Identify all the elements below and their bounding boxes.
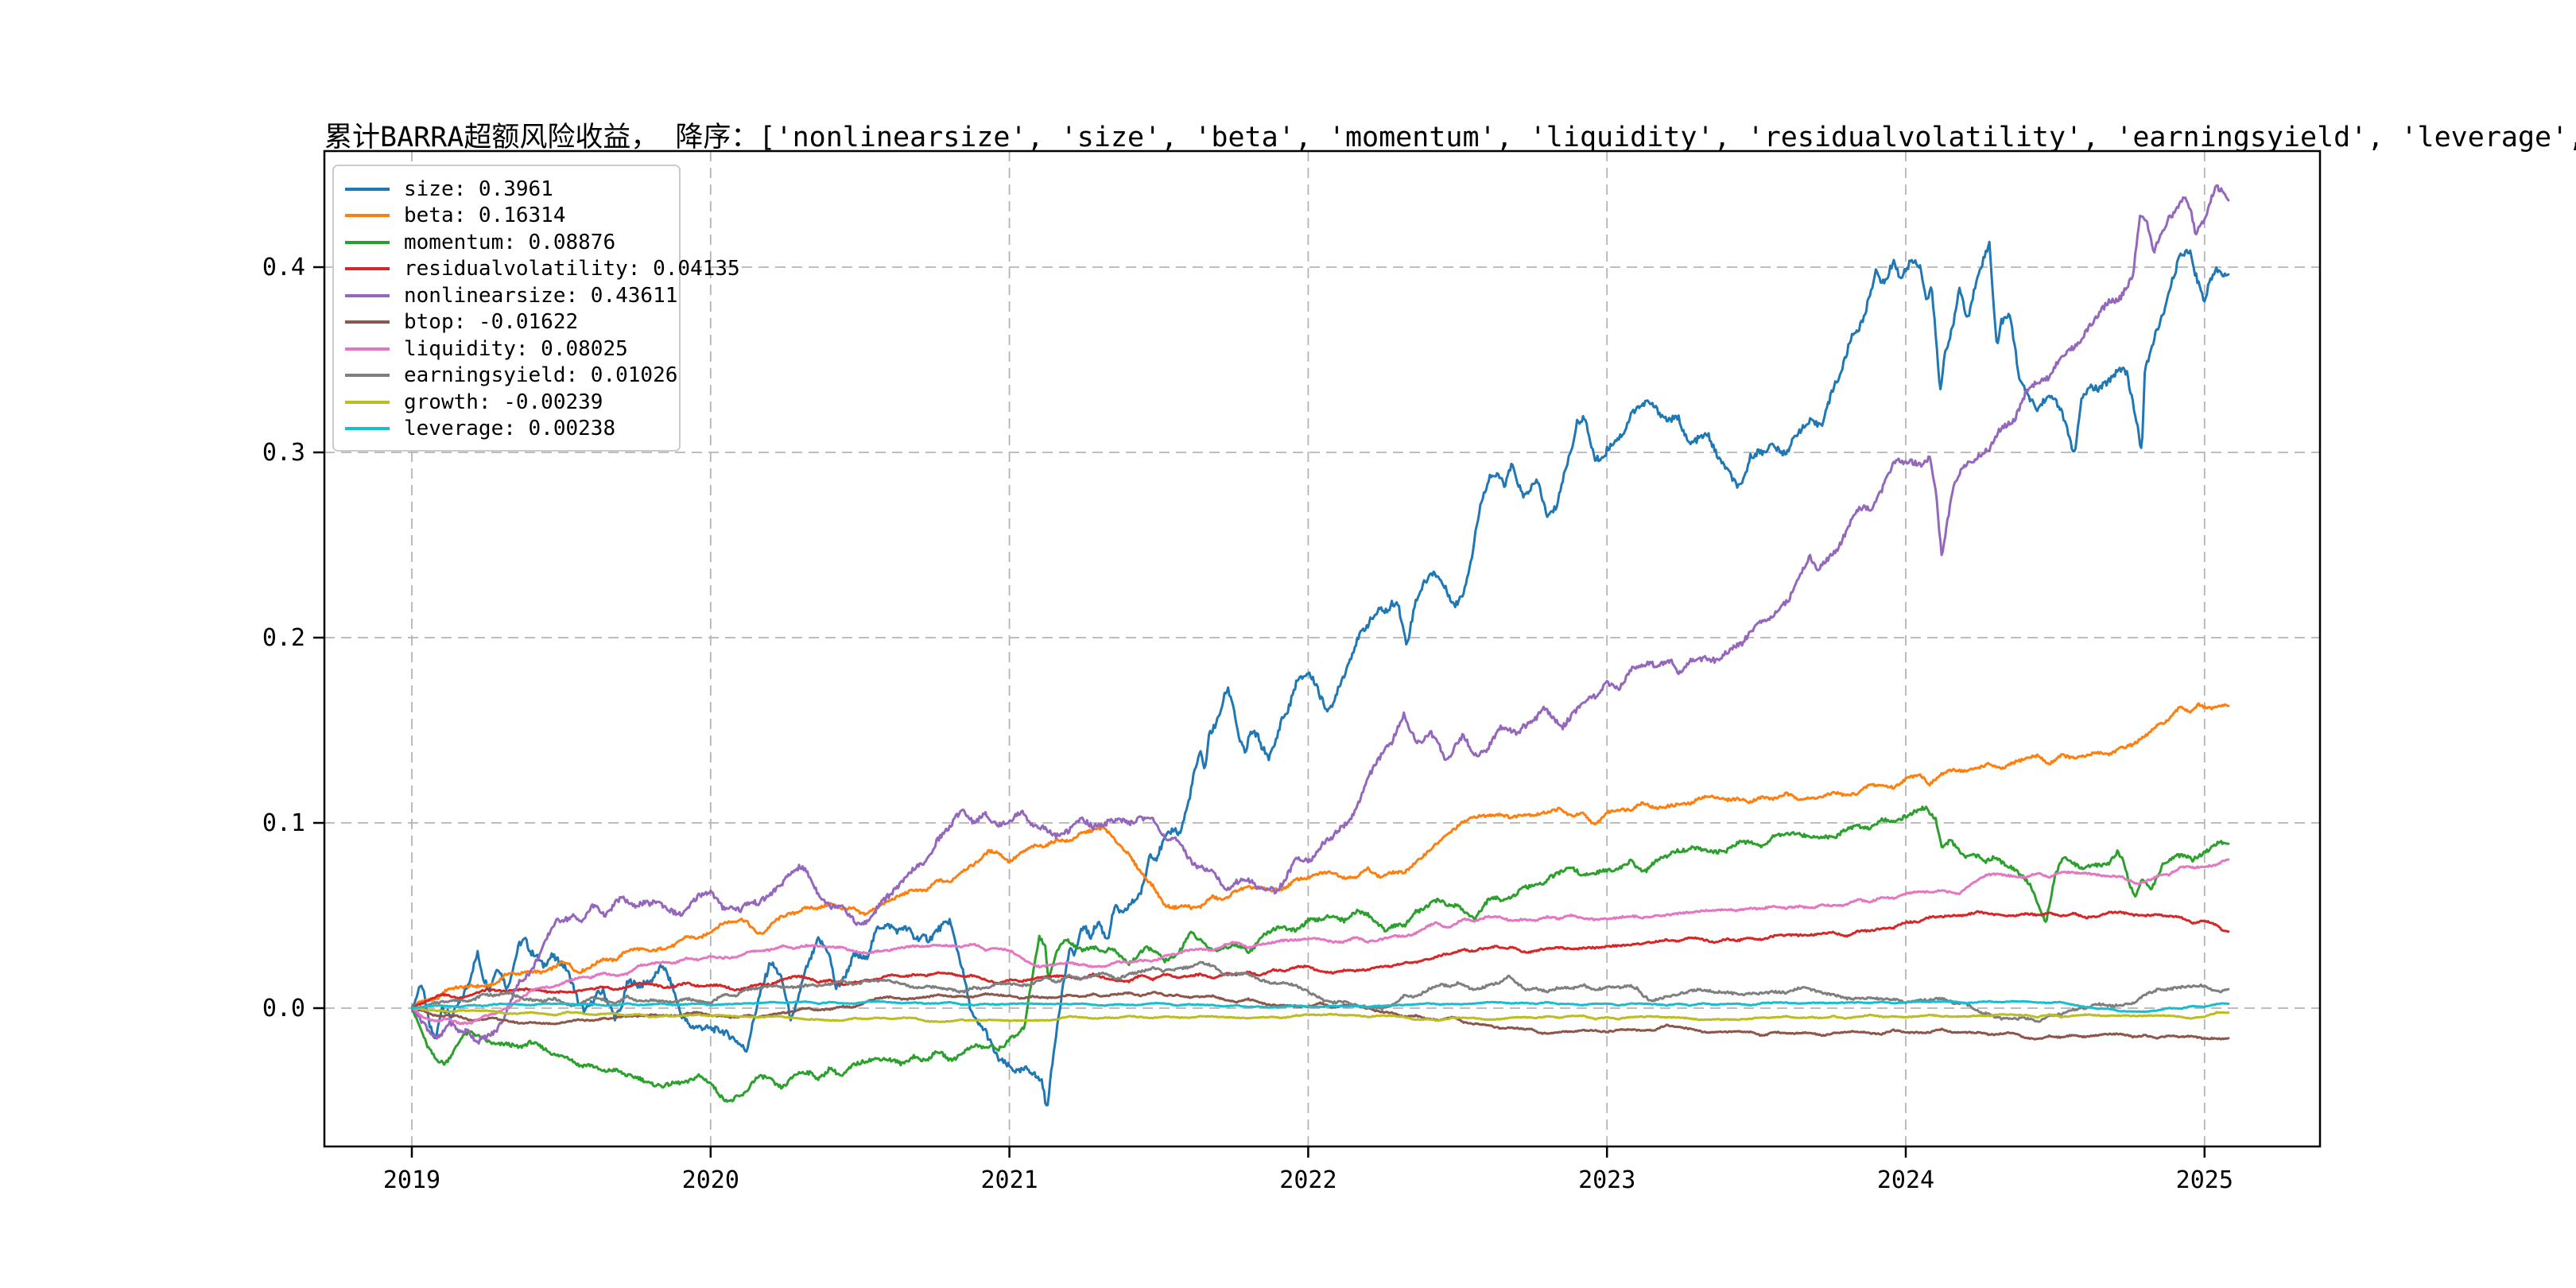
legend-box: size: 0.3961 beta: 0.16314 momentum: 0.088… [332,165,740,452]
legend-label: growth: -0.00239 [404,390,603,414]
legend-line-swatch [345,214,390,218]
x-tick-label: 2021 [980,1166,1038,1194]
legend-row-liquidity: liquidity: 0.08025 [345,336,666,363]
x-tick-label: 2025 [2176,1166,2233,1194]
legend-row-beta: beta: 0.16314 [345,203,666,230]
legend-line-swatch [345,400,390,404]
legend-label: btop: -0.01622 [404,310,579,335]
legend-line-swatch [345,374,390,378]
legend-line-swatch [345,347,390,351]
legend-row-nonlinearsize: nonlinearsize: 0.43611 [345,282,677,309]
legend-row-residualvolatility: residualvolatility: 0.04135 [345,256,740,283]
legend-label: size: 0.3961 [404,177,553,201]
x-tick-label: 2020 [682,1166,739,1194]
y-tick-label: 0.3 [262,439,305,467]
series-line-nonlinearsize [410,184,2230,1046]
series-line-beta [410,702,2230,1010]
legend-label: momentum: 0.08876 [404,230,616,254]
legend-line-swatch [345,187,390,191]
series-line-growth [410,1007,2230,1023]
series-line-leverage [410,999,2230,1014]
x-tick-label: 2022 [1279,1166,1336,1194]
legend-row-leverage: leverage: 0.00238 [345,416,666,443]
legend-label: liquidity: 0.08025 [404,336,628,361]
plot-border [323,149,2322,1148]
series-line-residualvolatility [410,910,2230,1010]
grid-lines [324,151,2320,1146]
series-line-earningsyield [410,960,2230,1023]
legend-row-size: size: 0.3961 [345,176,666,203]
y-tick-label: 0.1 [262,809,305,837]
y-tick-label: 0.2 [262,624,305,652]
legend-label: residualvolatility: 0.04135 [404,257,740,281]
y-tick-label: 0.0 [262,995,305,1022]
legend-line-swatch [345,427,390,431]
series-line-momentum [410,805,2230,1103]
legend-label: leverage: 0.00238 [404,417,616,441]
legend-line-swatch [345,267,390,271]
y-tick-label: 0.4 [262,254,305,281]
legend-line-swatch [345,320,390,324]
legend-row-earningsyield: earningsyield: 0.01026 [345,363,677,390]
legend-row-btop: btop: -0.01622 [345,309,666,336]
x-tick-label: 2019 [383,1166,440,1194]
legend-row-growth: growth: -0.00239 [345,389,666,416]
legend-line-swatch [345,293,390,297]
legend-label: earningsyield: 0.01026 [404,363,678,388]
series-line-liquidity [410,858,2230,1026]
x-tick-label: 2024 [1877,1166,1934,1194]
legend-label: nonlinearsize: 0.43611 [404,283,678,308]
series-line-size [410,240,2230,1107]
x-tick-label: 2023 [1578,1166,1635,1194]
legend-line-swatch [345,240,390,244]
axes: 2019 2020 2021 2022 2023 2024 2025 0.0 0.1 0.2 0.3… [262,254,2233,1194]
legend-label: beta: 0.16314 [404,204,566,228]
chart-title: 累计BARRA超额风险收益， 降序：['nonlinearsize', 'siz… [324,122,2576,153]
legend-row-momentum: momentum: 0.08876 [345,229,666,256]
